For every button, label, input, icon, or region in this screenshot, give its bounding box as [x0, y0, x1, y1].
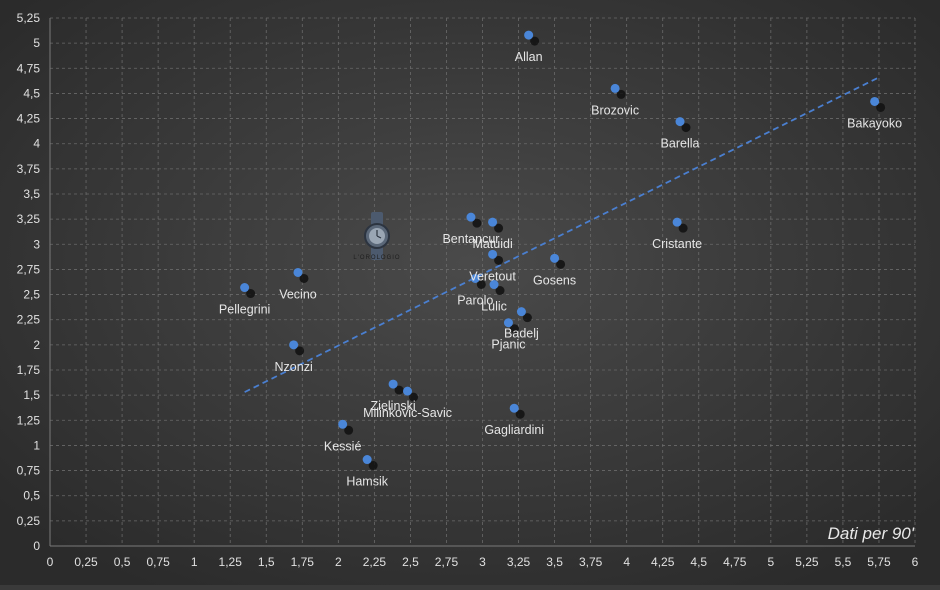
x-tick-label: 1 — [191, 555, 198, 569]
x-tick-label: 5,5 — [835, 555, 852, 569]
data-point — [550, 254, 559, 263]
y-tick-label: 2,75 — [17, 262, 41, 276]
x-tick-label: 3,75 — [579, 555, 603, 569]
data-point — [673, 218, 682, 227]
x-tick-label: 0,25 — [74, 555, 98, 569]
x-tick-label: 4,25 — [651, 555, 675, 569]
chart-note: Dati per 90' — [828, 524, 914, 544]
y-tick-label: 4,5 — [23, 86, 40, 100]
y-tick-label: 1 — [33, 438, 40, 452]
data-point — [488, 218, 497, 227]
x-tick-label: 0 — [47, 555, 54, 569]
x-tick-label: 4,5 — [690, 555, 707, 569]
data-point — [517, 307, 526, 316]
y-tick-label: 5,25 — [17, 11, 41, 25]
data-point — [240, 283, 249, 292]
x-tick-label: 5 — [767, 555, 774, 569]
data-label: Hamsik — [346, 475, 388, 489]
data-label: Bakayoko — [847, 116, 902, 130]
y-tick-label: 3 — [33, 237, 40, 251]
y-tick-label: 2,25 — [17, 313, 41, 327]
data-point — [389, 380, 398, 389]
data-label: Vecino — [279, 287, 317, 301]
data-point — [363, 455, 372, 464]
data-label: Milinkovic-Savic — [363, 406, 452, 420]
x-tick-label: 1,75 — [291, 555, 315, 569]
x-tick-label: 0,5 — [114, 555, 131, 569]
y-tick-label: 1,5 — [23, 388, 40, 402]
data-point — [611, 84, 620, 93]
x-tick-label: 6 — [912, 555, 919, 569]
y-tick-label: 0,25 — [17, 514, 41, 528]
y-tick-label: 4,75 — [17, 61, 41, 75]
data-point — [524, 31, 533, 40]
y-tick-label: 0,75 — [17, 464, 41, 478]
data-point — [510, 404, 519, 413]
data-label: Allan — [515, 50, 543, 64]
y-tick-label: 3,5 — [23, 187, 40, 201]
y-tick-label: 5 — [33, 36, 40, 50]
y-tick-label: 1,25 — [17, 413, 41, 427]
x-tick-label: 0,75 — [146, 555, 170, 569]
data-label: Brozovic — [591, 103, 639, 117]
x-tick-label: 3,5 — [546, 555, 563, 569]
data-label: Veretout — [469, 269, 516, 283]
y-tick-label: 0 — [33, 539, 40, 553]
y-tick-label: 3,25 — [17, 212, 41, 226]
x-tick-label: 5,25 — [795, 555, 819, 569]
y-tick-label: 3,75 — [17, 162, 41, 176]
data-point — [293, 268, 302, 277]
y-tick-label: 2 — [33, 338, 40, 352]
data-label: Cristante — [652, 237, 702, 251]
data-point — [870, 97, 879, 106]
data-label: Kessié — [324, 439, 362, 453]
data-point — [338, 420, 347, 429]
x-tick-label: 3,25 — [507, 555, 531, 569]
x-tick-label: 1,25 — [219, 555, 243, 569]
data-label: Nzonzi — [275, 360, 313, 374]
x-tick-label: 4,75 — [723, 555, 747, 569]
data-point — [289, 340, 298, 349]
data-label: Matuidi — [472, 237, 512, 251]
data-point — [488, 250, 497, 259]
data-label: Barella — [661, 137, 700, 151]
y-tick-label: 0,5 — [23, 489, 40, 503]
y-tick-label: 4 — [33, 137, 40, 151]
data-point — [676, 117, 685, 126]
x-tick-label: 4 — [623, 555, 630, 569]
x-tick-label: 2,25 — [363, 555, 387, 569]
x-tick-label: 2,5 — [402, 555, 419, 569]
data-label: Pellegrini — [219, 303, 270, 317]
x-tick-label: 5,75 — [867, 555, 891, 569]
x-tick-label: 3 — [479, 555, 486, 569]
data-label: Lulic — [481, 300, 507, 314]
x-tick-label: 1,5 — [258, 555, 275, 569]
data-label: Gagliardini — [484, 423, 544, 437]
data-label: Pjanic — [491, 338, 525, 352]
data-point — [403, 387, 412, 396]
y-tick-label: 2,5 — [23, 288, 40, 302]
x-tick-label: 2 — [335, 555, 342, 569]
y-tick-label: 4,25 — [17, 112, 41, 126]
data-label: Gosens — [533, 273, 576, 287]
y-tick-label: 1,75 — [17, 363, 41, 377]
logo-text: L'OROLOGIO — [348, 255, 406, 261]
x-tick-label: 2,75 — [435, 555, 459, 569]
data-point — [466, 213, 475, 222]
